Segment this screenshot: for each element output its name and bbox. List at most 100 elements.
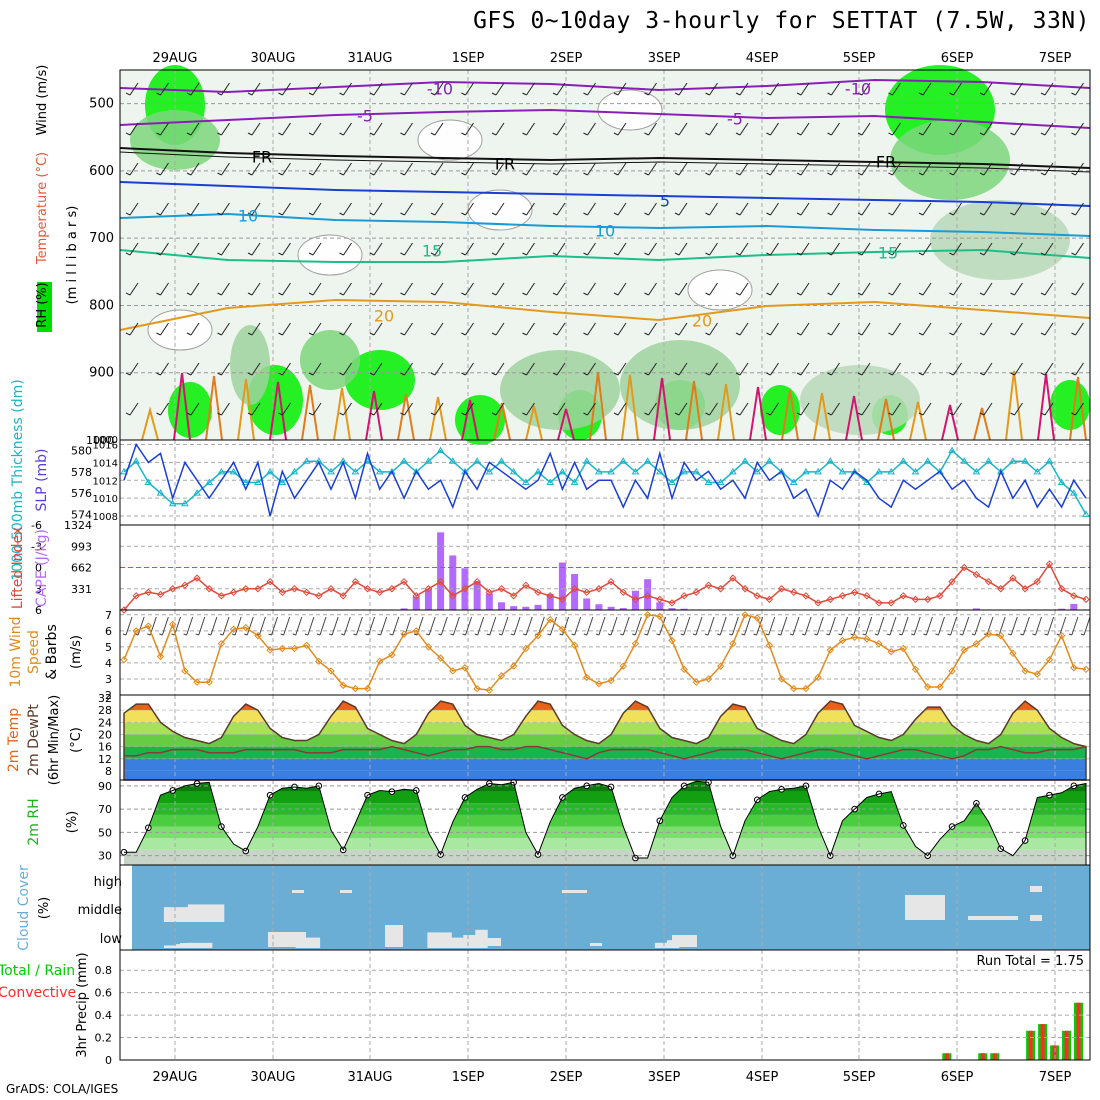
temperature-contour <box>589 371 607 441</box>
wind-barb <box>705 242 718 256</box>
wind-speed-point <box>1045 656 1054 664</box>
wind-barb <box>1010 122 1023 136</box>
temp-band <box>124 722 1086 735</box>
thickness-point <box>132 457 141 464</box>
wind-barb <box>765 616 776 636</box>
wind-barb <box>247 162 261 176</box>
precip-convective-bar <box>1052 1045 1057 1060</box>
cape-bar <box>656 602 664 610</box>
lifted-index-point <box>704 581 713 589</box>
lifted-index-point <box>436 577 445 586</box>
wind-barb <box>735 322 749 336</box>
wind-barb <box>461 242 474 256</box>
pressure-tick: 700 <box>89 231 114 246</box>
slp-tick: 1000 <box>93 435 118 446</box>
dewpt-axis-label: 2m DewPt <box>26 704 42 776</box>
cape-bar <box>607 606 615 610</box>
temp-tick: 28 <box>98 704 112 717</box>
wind-barb <box>552 362 566 376</box>
lifted-index-point <box>850 588 859 596</box>
wind-barb <box>552 322 566 336</box>
thickness-point <box>1045 457 1054 464</box>
wind-barb <box>183 616 194 636</box>
rh-contour-fill <box>890 120 1010 200</box>
thickness-point <box>1057 478 1066 485</box>
wind-barb <box>674 282 688 296</box>
wind-barb <box>644 402 657 416</box>
wind-speed-point <box>120 656 128 664</box>
wind-barb <box>547 616 557 636</box>
thickness-point <box>558 467 567 475</box>
date-label-top: 31AUG <box>347 51 392 66</box>
wind-barb <box>430 162 444 176</box>
temperature-contour <box>557 408 575 441</box>
wind-barb <box>735 242 749 256</box>
wind-barb <box>231 616 242 636</box>
wind-tick: 7 <box>105 609 112 622</box>
date-label-bottom: 6SEP <box>941 1070 974 1085</box>
wind-barb <box>159 616 169 636</box>
wind-barb <box>186 282 200 296</box>
wind-barb <box>827 82 840 96</box>
wind-barb <box>886 616 897 636</box>
date-label-bottom: 3SEP <box>648 1070 681 1085</box>
wind-barb <box>949 362 962 376</box>
rh2m-axis-label: 2m RH <box>26 798 42 845</box>
wind-barb <box>796 202 810 216</box>
temperature-contour <box>493 402 511 441</box>
lifted-index-point <box>120 606 128 614</box>
wind-barb <box>339 402 352 416</box>
wind-barb <box>857 122 871 136</box>
wind-barb <box>400 122 413 136</box>
wind-barb <box>186 162 200 176</box>
wind-speed-point <box>315 657 323 666</box>
wind-barb <box>827 162 840 176</box>
wind-barb <box>339 322 352 336</box>
thickness-point <box>826 457 835 464</box>
wind-barb <box>308 242 322 256</box>
wind-barb <box>491 402 505 416</box>
wind-barb <box>674 242 688 256</box>
lifted-index-point <box>400 577 408 586</box>
wind-barb <box>1040 282 1054 296</box>
cape-bar <box>668 608 676 610</box>
wind-speed-point <box>1021 667 1029 675</box>
wind-speed-point <box>619 662 627 670</box>
wind-barb <box>613 82 627 96</box>
precip-tick: 0.6 <box>95 987 113 1000</box>
lifted-index-point <box>960 563 968 572</box>
wind-barb <box>766 322 779 336</box>
wind-speed-point <box>339 681 347 690</box>
wind-barb <box>247 82 261 96</box>
wind-barb <box>656 616 667 636</box>
wind-axis-label: 10m Wind <box>8 616 24 687</box>
date-label-top: 3SEP <box>648 51 681 66</box>
lifted-index-point <box>1033 577 1041 586</box>
wind-barb <box>244 616 254 636</box>
wind-barb <box>1071 122 1084 136</box>
wind-barb <box>705 282 718 296</box>
temp-band <box>124 770 1086 780</box>
cloud-bar-extra <box>562 890 587 893</box>
cloud-bar-middle <box>211 904 225 922</box>
rh-contour-fill <box>500 350 620 430</box>
wind-barb <box>692 616 703 636</box>
wind-barb <box>862 616 873 636</box>
temperature-contour <box>365 390 383 441</box>
wind-barb <box>328 616 339 636</box>
thickness-point <box>1082 510 1090 517</box>
slp-tick: 1008 <box>93 512 118 523</box>
wind-barb <box>1040 362 1054 376</box>
wind-barb <box>217 322 230 336</box>
wind-barb <box>308 122 322 136</box>
cape-tick: 993 <box>71 540 92 553</box>
isotherm-15 <box>119 248 1091 263</box>
cape-bar <box>534 604 542 610</box>
temp-tick: 8 <box>105 765 112 778</box>
wind-barb <box>369 402 383 416</box>
wind-speed-point <box>1057 631 1066 640</box>
rh2m-unit-label: (%) <box>65 811 80 834</box>
wind-barb <box>1044 616 1055 636</box>
wind-barb <box>308 282 322 296</box>
date-label-bottom: 30AUG <box>250 1070 295 1085</box>
